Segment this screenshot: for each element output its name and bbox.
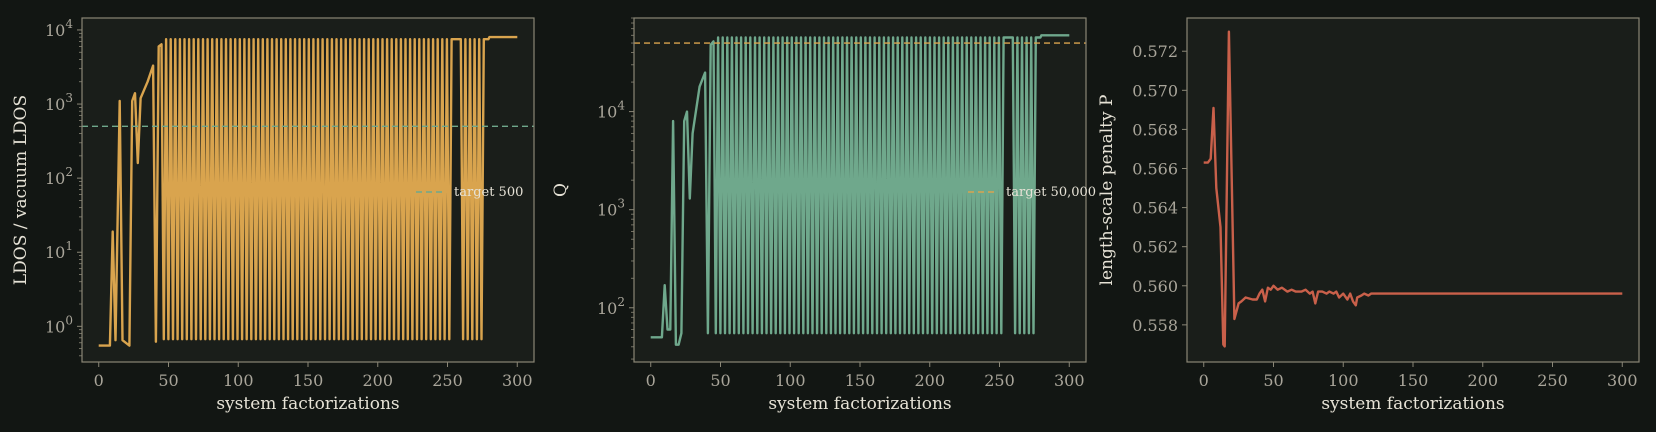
x-tick-label: 50: [1263, 371, 1283, 390]
x-tick-label: 200: [362, 371, 393, 390]
y-tick-label: 104: [45, 17, 73, 40]
y-tick-label: 0.570: [1132, 81, 1178, 100]
y-axis-label: LDOS / vacuum LDOS: [11, 95, 31, 285]
plot-area: [1187, 18, 1639, 362]
legend: target 50,000: [968, 185, 1096, 200]
y-tick-label: 0.566: [1132, 160, 1178, 179]
x-tick-label: 0: [94, 371, 104, 390]
x-tick-label: 250: [1537, 371, 1568, 390]
y-tick-label: 103: [45, 91, 73, 114]
y-tick-label: 103: [597, 197, 625, 220]
y-axis-label: length-scale penalty P: [1097, 95, 1117, 286]
y-tick-label: 101: [45, 239, 73, 262]
x-axis-label: system factorizations: [768, 394, 951, 414]
x-tick-label: 300: [502, 371, 533, 390]
x-tick-label: 150: [1398, 371, 1429, 390]
plot-lines: [634, 34, 1086, 346]
x-tick-label: 300: [1054, 371, 1085, 390]
x-tick-label: 200: [914, 371, 945, 390]
x-tick-label: 50: [158, 371, 178, 390]
plot-lines: [1203, 30, 1623, 348]
y-tick-label: 0.564: [1132, 199, 1178, 218]
x-tick-label: 0: [646, 371, 656, 390]
x-tick-label: 100: [1328, 371, 1359, 390]
x-tick-label: 0: [1199, 371, 1209, 390]
y-tick-label: 104: [597, 99, 625, 122]
series-line: [650, 34, 1070, 346]
legend-label: target 50,000: [1006, 185, 1096, 200]
y-tick-label: 100: [45, 313, 73, 336]
y-tick-label: 0.568: [1132, 120, 1178, 139]
x-tick-label: 100: [775, 371, 806, 390]
y-axis-label: Q: [551, 183, 571, 197]
chart-panel-3: 0 50 100 150 200 250 300 0.558 0.560 0.562 0.564 0.…: [1097, 17, 1640, 414]
legend: target 500: [416, 185, 523, 200]
x-tick-label: 250: [432, 371, 463, 390]
y-tick-label: 0.562: [1132, 238, 1178, 257]
y-tick-label: 102: [45, 165, 73, 188]
x-tick-label: 300: [1607, 371, 1638, 390]
y-tick-label: 0.572: [1132, 42, 1178, 61]
series-line: [1203, 30, 1623, 348]
x-tick-label: 250: [984, 371, 1015, 390]
legend-label: target 500: [454, 185, 523, 200]
y-tick-label: 102: [597, 295, 625, 318]
x-tick-label: 50: [710, 371, 730, 390]
series-line: [98, 35, 518, 347]
x-axis-label: system factorizations: [1321, 394, 1504, 414]
x-tick-label: 100: [223, 371, 254, 390]
chart-panel-2: 0 50 100 150 200 250 300 102 103 104 system factor…: [551, 17, 1096, 414]
plot-lines: [82, 35, 534, 347]
x-tick-label: 200: [1467, 371, 1498, 390]
x-axis-label: system factorizations: [216, 394, 399, 414]
x-tick-label: 150: [293, 371, 324, 390]
y-tick-label: 0.560: [1132, 277, 1178, 296]
x-tick-label: 150: [845, 371, 876, 390]
chart-panel-1: 0 50 100 150 200 250 300 100 101 102 103 104 system …: [11, 17, 535, 414]
y-tick-label: 0.558: [1132, 316, 1178, 335]
